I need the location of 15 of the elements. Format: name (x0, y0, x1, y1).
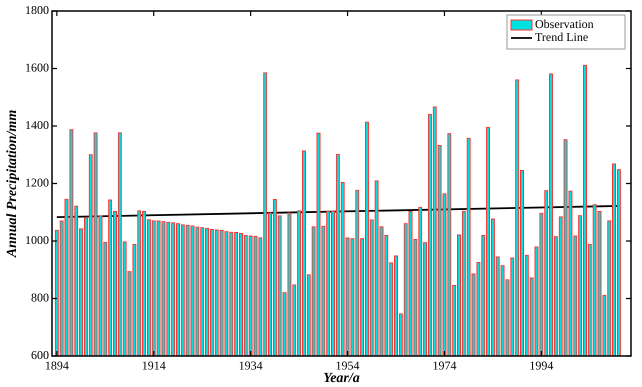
x-tick-label: 1934 (238, 358, 263, 372)
y-tick-label: 1800 (25, 3, 49, 18)
legend-label: Trend Line (535, 30, 588, 44)
x-tick-label: 1994 (529, 358, 554, 372)
x-tick-label: 1914 (142, 358, 166, 372)
y-tick-label: 800 (31, 290, 49, 305)
x-axis-title: Year/a (323, 371, 360, 386)
legend-label: Observation (535, 17, 594, 32)
x-tick-label: 1954 (336, 358, 360, 372)
y-tick-label: 1200 (25, 176, 49, 190)
y-tick-label: 1000 (25, 233, 49, 248)
x-tick-label: 1974 (432, 358, 456, 372)
y-tick-label: 1400 (25, 118, 49, 132)
y-tick-label: 1600 (25, 60, 49, 75)
y-axis-title: Annual Precipitation/mm (5, 110, 20, 258)
